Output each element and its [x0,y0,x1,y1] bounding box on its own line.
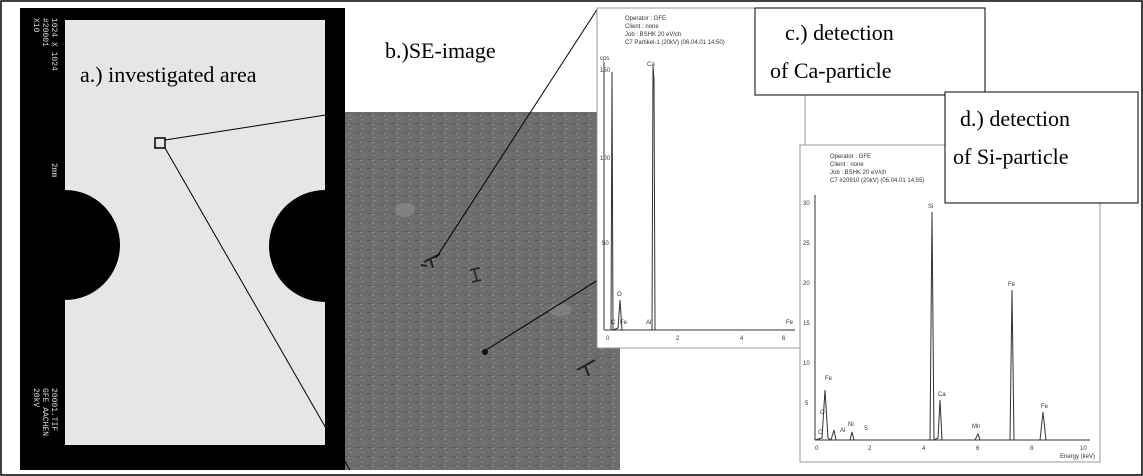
se-image [345,112,620,470]
peak-label: Al [646,320,651,326]
label: c.) detection [785,20,894,45]
info: 20kV [31,388,40,407]
header: Client : none [830,162,864,168]
peak-label: Fe [825,376,833,382]
peak-label: Fe [1041,404,1049,410]
header: Operator : GFE [625,16,666,22]
peak-label: Ni [848,422,854,428]
header: C7 Partikel-1 (20kV) (06.04.01 14:50) [625,40,725,46]
peak-label: Ca [938,392,946,398]
peak-label: Si [928,204,933,210]
peak-label: Fe [786,320,794,326]
y-tick: 25 [803,241,810,247]
y-tick: 15 [803,321,810,327]
info: GFE AACHEN [40,388,49,436]
label-d-box: d.) detection of Si-particle [945,92,1138,203]
y-tick: 20 [803,281,810,287]
header: Operator : GFE [830,154,871,160]
x-tick: 10 [1080,446,1087,452]
peak-label: Fe [620,320,628,326]
header: Client : none [625,24,659,30]
y-tick: 150 [600,68,611,74]
header: Job : BSHK 20 eV/ch [830,170,886,176]
info: X10 [31,18,40,33]
x-axis-label: Energy (keV) [1060,454,1095,460]
figure: a.) investigated area X10 #20001 1024 X … [0,0,1143,476]
peak-label: Al [840,428,845,434]
y-tick: 30 [803,201,810,207]
label: of Si-particle [953,144,1068,169]
y-tick: 50 [602,241,609,247]
panel-a: a.) investigated area X10 #20001 1024 X … [20,8,345,470]
header: C7 #20910 (20kV) (06.04.01 14:55) [830,178,924,184]
spot [395,203,415,217]
panel-b: b.)SE-image [345,38,620,470]
spot [548,304,572,316]
y-tick: 100 [600,156,611,162]
label: of Ca-particle [770,58,892,83]
peak-label: S [864,426,868,432]
peak-label: Fe [1008,282,1016,288]
peak-label: O [820,410,825,416]
header: Job : BSHK 20 eV/ch [625,32,681,38]
peak-label: C [818,430,823,436]
label: a.) investigated area [80,62,257,87]
peak-label: C [611,320,616,326]
info: 1024 X 1024 [49,18,58,71]
y-tick: 10 [803,361,810,367]
peak-label: Ca [647,62,655,68]
peak-label: Mn [972,424,980,430]
y-unit: cps [600,56,609,62]
info: #20001 [40,18,49,47]
label-c-box: c.) detection of Ca-particle [755,8,985,95]
scale: 2mm [49,163,58,178]
label: b.)SE-image [385,38,496,63]
label: d.) detection [960,106,1070,131]
peak-label: O [617,292,622,298]
info: 20001.TIF [49,388,58,431]
